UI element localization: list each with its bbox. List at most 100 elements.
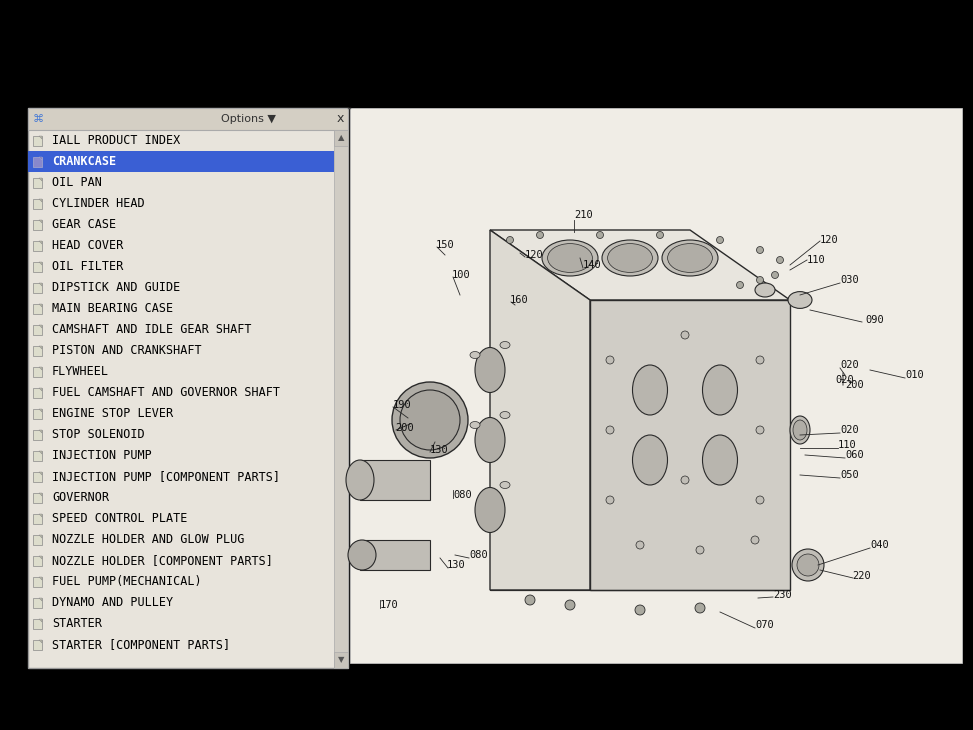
Text: 130: 130 [430, 445, 449, 455]
Polygon shape [39, 577, 42, 580]
Circle shape [751, 536, 759, 544]
Circle shape [681, 476, 689, 484]
Bar [334, 130, 348, 668]
Text: 030: 030 [840, 275, 859, 285]
Polygon shape [39, 177, 42, 180]
Circle shape [636, 541, 644, 549]
Text: 010: 010 [905, 370, 923, 380]
Text: GEAR CASE: GEAR CASE [52, 218, 116, 231]
Circle shape [596, 231, 603, 239]
Ellipse shape [500, 342, 510, 348]
Ellipse shape [703, 435, 738, 485]
Bar [360, 460, 430, 500]
Polygon shape [39, 409, 42, 412]
Circle shape [536, 231, 544, 239]
Bar [33, 472, 42, 482]
Text: IALL PRODUCT INDEX: IALL PRODUCT INDEX [52, 134, 180, 147]
Polygon shape [39, 493, 42, 496]
Circle shape [695, 603, 705, 613]
Polygon shape [39, 283, 42, 285]
Bar [33, 639, 42, 650]
Polygon shape [39, 199, 42, 201]
Text: 130: 130 [447, 560, 466, 570]
Text: INJECTION PUMP [COMPONENT PARTS]: INJECTION PUMP [COMPONENT PARTS] [52, 470, 280, 483]
Bar [33, 304, 42, 313]
Circle shape [525, 595, 535, 605]
Bar [33, 366, 42, 377]
Text: CAMSHAFT AND IDLE GEAR SHAFT: CAMSHAFT AND IDLE GEAR SHAFT [52, 323, 251, 336]
Ellipse shape [470, 421, 480, 429]
Text: 060: 060 [845, 450, 864, 460]
Text: 100: 100 [452, 270, 471, 280]
Text: 200: 200 [395, 423, 414, 433]
Text: FUEL CAMSHAFT AND GOVERNOR SHAFT: FUEL CAMSHAFT AND GOVERNOR SHAFT [52, 386, 280, 399]
Text: ⌘: ⌘ [32, 114, 44, 124]
Ellipse shape [662, 240, 718, 276]
Text: 220: 220 [852, 571, 871, 581]
Ellipse shape [470, 352, 480, 358]
Text: PISTON AND CRANKSHAFT: PISTON AND CRANKSHAFT [52, 344, 201, 357]
Text: x: x [337, 112, 343, 126]
Polygon shape [39, 240, 42, 244]
Ellipse shape [607, 244, 653, 272]
Polygon shape [39, 388, 42, 391]
Bar [33, 136, 42, 145]
Bar [33, 409, 42, 418]
Text: NOZZLE HOLDER [COMPONENT PARTS]: NOZZLE HOLDER [COMPONENT PARTS] [52, 554, 272, 567]
Text: STARTER [COMPONENT PARTS]: STARTER [COMPONENT PARTS] [52, 638, 231, 651]
Bar [360, 540, 430, 570]
Polygon shape [39, 597, 42, 601]
Bar [334, 130, 348, 146]
Text: 080: 080 [453, 490, 472, 500]
Bar [28, 108, 348, 130]
Text: 080: 080 [469, 550, 487, 560]
Text: GOVERNOR: GOVERNOR [52, 491, 109, 504]
Circle shape [635, 605, 645, 615]
Bar [33, 597, 42, 607]
Text: 140: 140 [583, 260, 601, 270]
Bar [33, 156, 42, 166]
Ellipse shape [542, 240, 598, 276]
Text: CYLINDER HEAD: CYLINDER HEAD [52, 197, 145, 210]
Polygon shape [39, 472, 42, 475]
Bar [33, 325, 42, 334]
Polygon shape [39, 556, 42, 558]
Ellipse shape [348, 540, 376, 570]
Text: HEAD COVER: HEAD COVER [52, 239, 124, 252]
Circle shape [696, 546, 704, 554]
Polygon shape [39, 345, 42, 348]
Bar [33, 199, 42, 209]
Polygon shape [490, 230, 790, 300]
Ellipse shape [667, 244, 712, 272]
Text: 040: 040 [870, 540, 888, 550]
Text: STARTER: STARTER [52, 617, 102, 630]
Bar [33, 220, 42, 229]
Text: CRANKCASE: CRANKCASE [52, 155, 116, 168]
Circle shape [756, 426, 764, 434]
Polygon shape [39, 261, 42, 264]
Text: 070: 070 [755, 620, 774, 630]
Polygon shape [39, 618, 42, 621]
Bar [33, 283, 42, 293]
Circle shape [565, 600, 575, 610]
Text: MAIN BEARING CASE: MAIN BEARING CASE [52, 302, 173, 315]
Text: STOP SOLENOID: STOP SOLENOID [52, 428, 145, 441]
Circle shape [737, 282, 743, 288]
Bar [33, 345, 42, 356]
Ellipse shape [500, 412, 510, 418]
Text: 200: 200 [845, 380, 864, 390]
Bar [33, 429, 42, 439]
Text: FLYWHEEL: FLYWHEEL [52, 365, 109, 378]
Polygon shape [39, 220, 42, 223]
Circle shape [681, 331, 689, 339]
Circle shape [657, 231, 664, 239]
Ellipse shape [475, 347, 505, 393]
Polygon shape [39, 304, 42, 307]
Text: 150: 150 [436, 240, 454, 250]
Text: NOZZLE HOLDER AND GLOW PLUG: NOZZLE HOLDER AND GLOW PLUG [52, 533, 244, 546]
Polygon shape [39, 513, 42, 517]
Text: 120: 120 [525, 250, 544, 260]
Bar [33, 513, 42, 523]
Text: 050: 050 [840, 470, 859, 480]
Text: 190: 190 [393, 400, 412, 410]
